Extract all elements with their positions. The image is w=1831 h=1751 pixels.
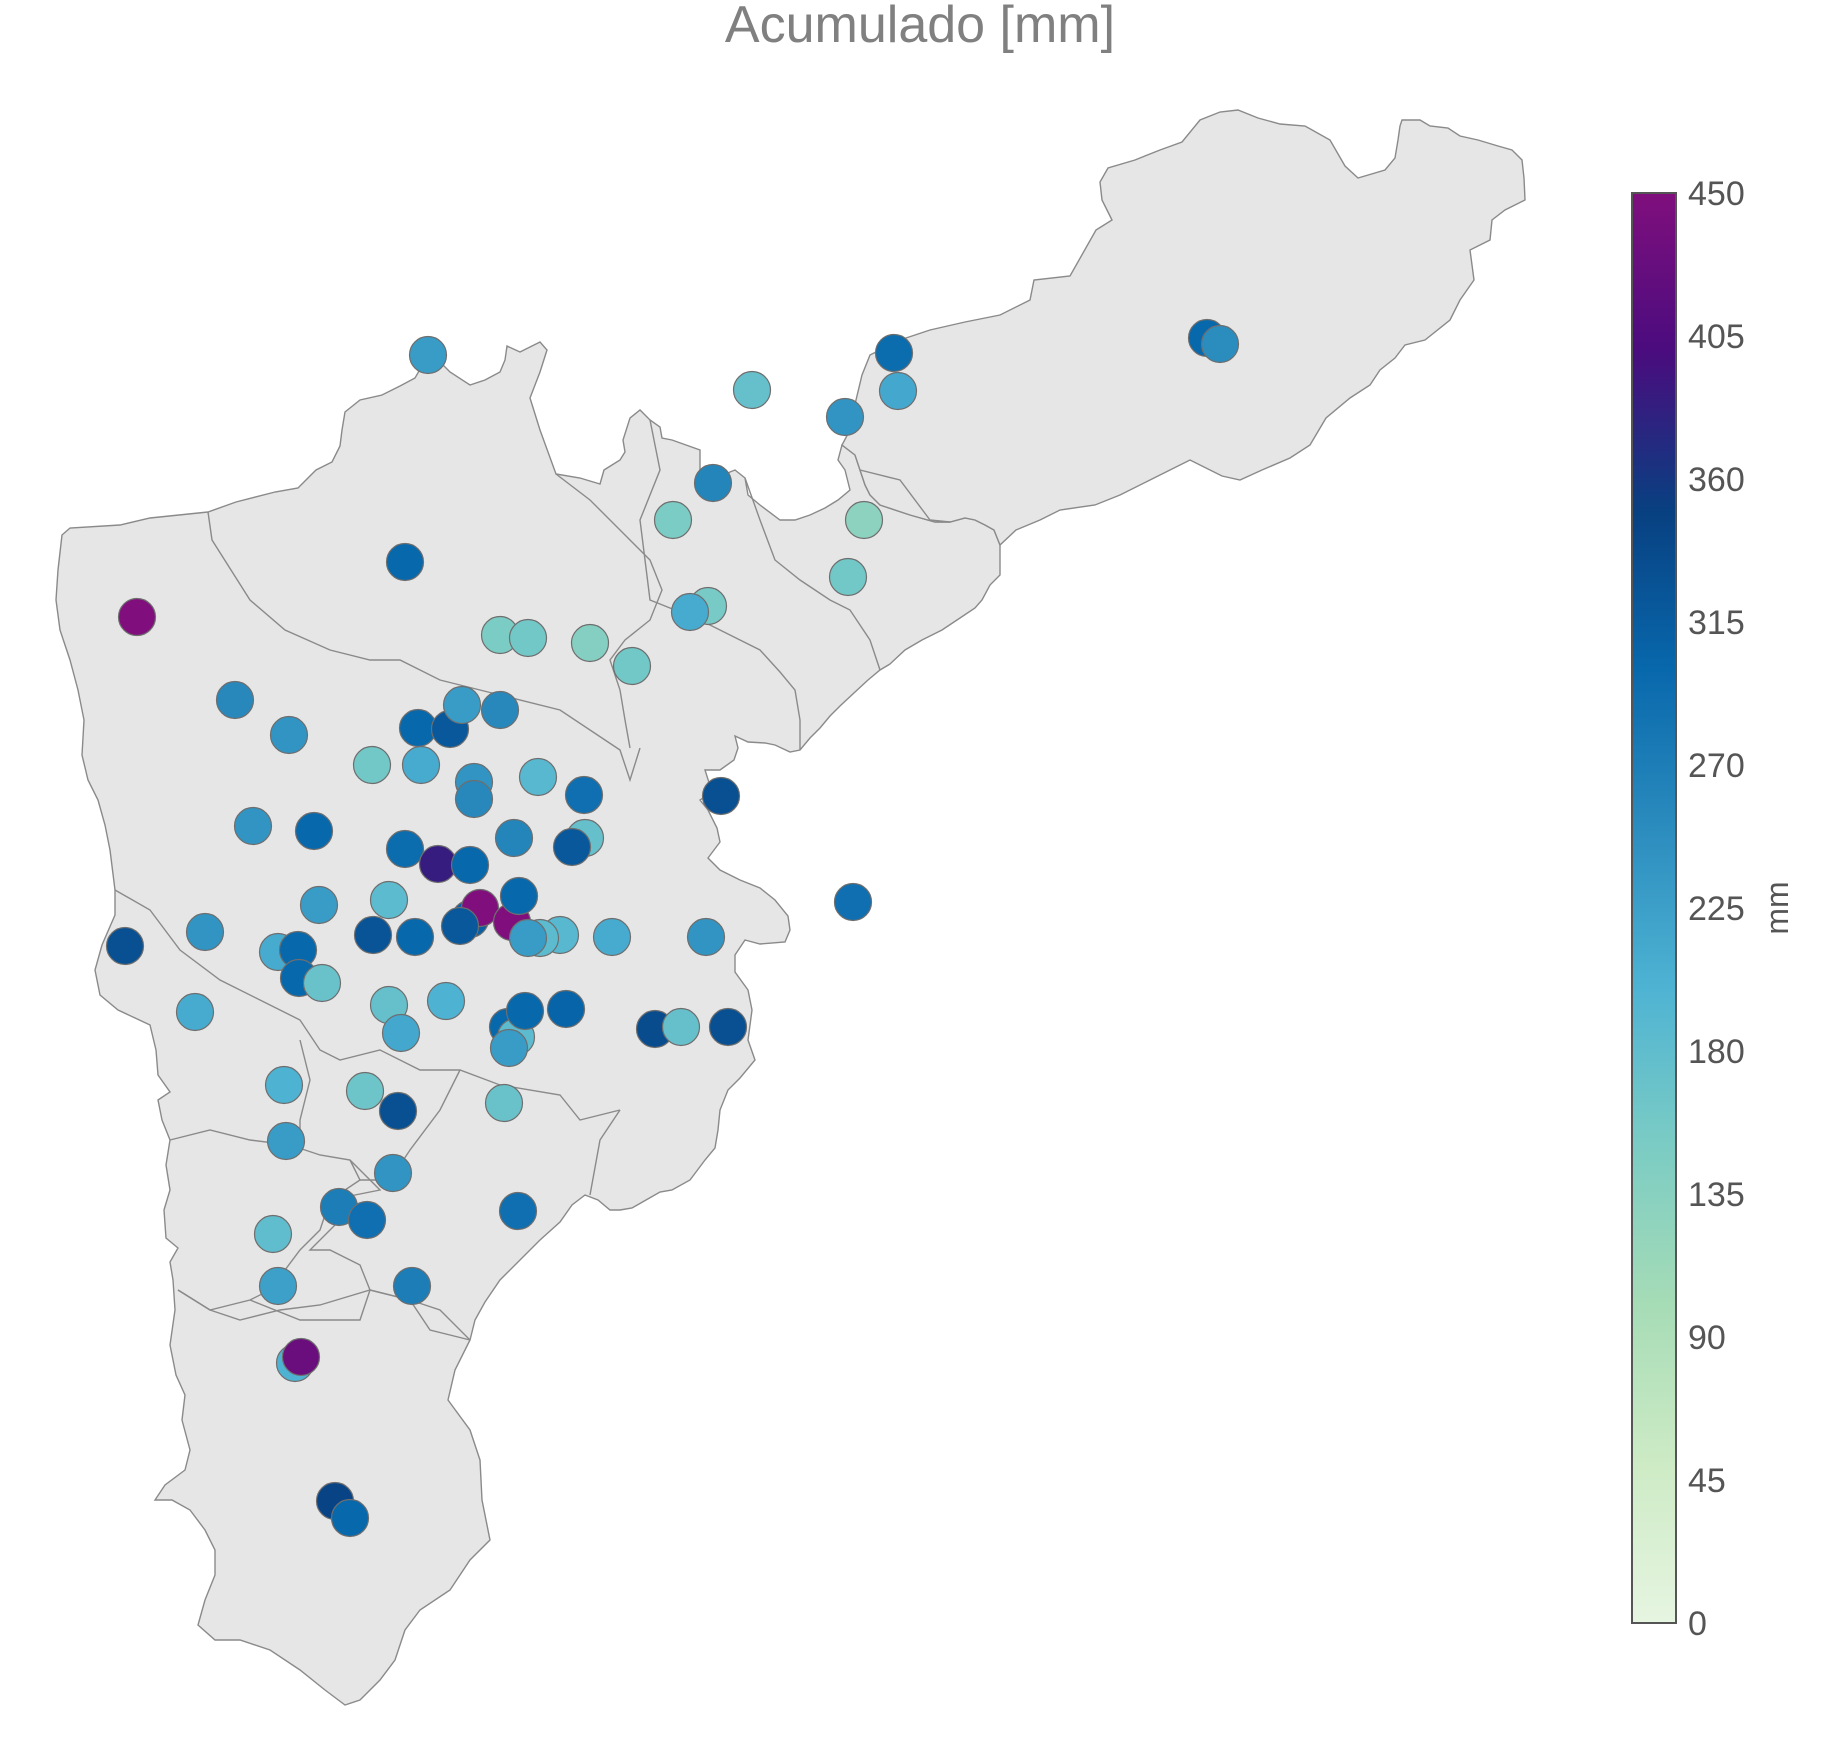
station-marker[interactable] [347,1200,387,1240]
station-marker[interactable] [508,618,548,658]
station-marker[interactable] [385,829,425,869]
station-marker[interactable] [489,1028,529,1068]
station-marker[interactable] [450,845,490,885]
station-marker[interactable] [552,827,592,867]
station-marker[interactable] [508,918,548,958]
colorbar-bar [1631,192,1677,1624]
colorbar-tick-label: 315 [1688,604,1745,642]
station-marker[interactable] [117,597,157,637]
station-marker[interactable] [686,917,726,957]
station-marker[interactable] [392,1266,432,1306]
station-marker[interactable] [828,557,868,597]
station-marker[interactable] [708,1007,748,1047]
colorbar-tick-label: 45 [1688,1462,1726,1500]
station-marker[interactable] [844,500,884,540]
station-marker[interactable] [233,806,273,846]
colorbar-tick-label: 90 [1688,1319,1726,1357]
station-marker[interactable] [505,991,545,1031]
station-marker[interactable] [454,779,494,819]
boundary-12 [249,1289,371,1321]
boundary-6 [114,889,621,1121]
region-northeast [841,109,1526,547]
station-marker[interactable] [480,690,520,730]
colorbar: 0 45 90 135 180 225 270 315 360 405 450 mm [1631,175,1795,1643]
station-marker[interactable] [373,1153,413,1193]
station-marker[interactable] [661,1007,701,1047]
station-marker[interactable] [693,463,733,503]
colorbar-tick-label: 0 [1688,1605,1707,1643]
station-marker[interactable] [369,880,409,920]
boundary-5 [859,469,951,523]
station-marker[interactable] [253,1214,293,1254]
station-marker[interactable] [592,917,632,957]
station-marker[interactable] [258,1266,298,1306]
station-marker[interactable] [442,685,482,725]
station-marker[interactable] [299,885,339,925]
station-marker[interactable] [825,397,865,437]
station-marker[interactable] [498,1191,538,1231]
station-marker[interactable] [401,745,441,785]
station-marker[interactable] [175,992,215,1032]
station-marker[interactable] [353,915,393,955]
colorbar-tick-label: 180 [1688,1033,1745,1071]
station-marker[interactable] [381,1013,421,1053]
station-marker[interactable] [264,1065,304,1105]
station-marker[interactable] [395,917,435,957]
station-marker[interactable] [518,757,558,797]
station-layer [105,318,1240,1538]
boundary-4 [744,477,881,671]
colorbar-axis-label: mm [1759,881,1795,934]
station-marker[interactable] [874,333,914,373]
station-marker[interactable] [701,776,741,816]
station-marker[interactable] [426,981,466,1021]
station-marker[interactable] [546,989,586,1029]
colorbar-tick-label: 450 [1688,175,1745,213]
station-marker[interactable] [266,1121,306,1161]
station-marker[interactable] [378,1091,418,1131]
station-marker[interactable] [564,775,604,815]
station-marker[interactable] [330,1498,370,1538]
station-marker[interactable] [612,646,652,686]
station-marker[interactable] [440,906,480,946]
station-marker[interactable] [345,1071,385,1111]
station-marker[interactable] [385,542,425,582]
station-marker[interactable] [352,745,392,785]
station-marker[interactable] [294,811,334,851]
map-title: Acumulado [mm] [725,0,1115,54]
station-marker[interactable] [281,1337,321,1377]
station-marker[interactable] [570,623,610,663]
station-marker[interactable] [105,926,145,966]
station-marker[interactable] [215,680,255,720]
colorbar-tick-label: 270 [1688,747,1745,785]
boundary-1 [207,511,641,783]
station-marker[interactable] [185,912,225,952]
station-marker[interactable] [878,371,918,411]
station-marker[interactable] [269,715,309,755]
station-marker[interactable] [1200,324,1240,364]
station-marker[interactable] [670,592,710,632]
station-marker[interactable] [494,818,534,858]
station-marker[interactable] [833,882,873,922]
colorbar-tick-label: 135 [1688,1176,1745,1214]
station-marker[interactable] [653,500,693,540]
colorbar-tick-label: 405 [1688,318,1745,356]
region-layer [55,109,1526,1706]
colorbar-tick-label: 360 [1688,461,1745,499]
boundary-13 [177,1289,471,1341]
boundary-2 [555,473,663,749]
colorbar-tick-label: 225 [1688,890,1745,928]
boundary-10 [589,1109,621,1196]
station-marker[interactable] [499,876,539,916]
station-marker[interactable] [302,963,342,1003]
station-marker[interactable] [732,370,772,410]
colorbar-ticks: 0 45 90 135 180 225 270 315 360 405 450 [1688,175,1745,1643]
boundary-3 [639,419,801,750]
station-marker[interactable] [408,335,448,375]
station-marker[interactable] [484,1083,524,1123]
